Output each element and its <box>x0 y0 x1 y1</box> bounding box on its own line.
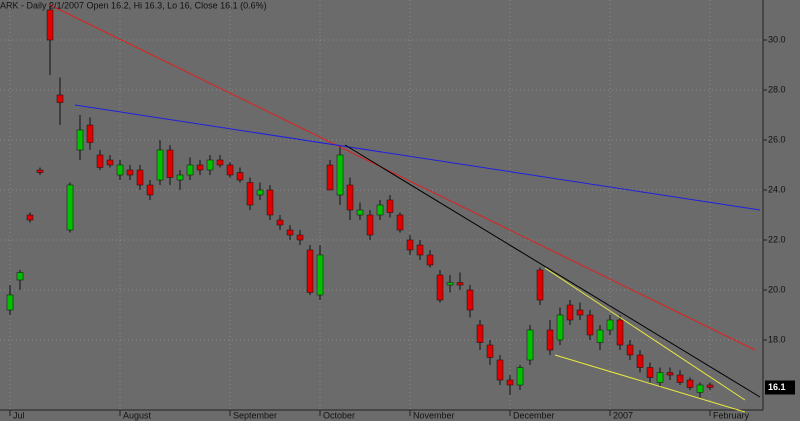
candle-body <box>566 304 574 321</box>
candle-body <box>616 319 624 346</box>
x-tick-label: August <box>123 410 152 420</box>
candle-body <box>146 184 154 196</box>
trendline <box>74 104 761 211</box>
x-tick-label: 2007 <box>613 410 633 420</box>
y-tick-label: 18.0 <box>768 334 786 344</box>
candle-body <box>326 164 334 191</box>
chart-title: ARK - Daily 2/1/2007 Open 16.2, Hi 16.3,… <box>0 0 267 10</box>
candle-body <box>476 324 484 343</box>
candle-body <box>496 359 504 381</box>
candle-body <box>526 329 534 361</box>
y-tick-label: 26.0 <box>768 134 786 144</box>
candle-body <box>696 384 704 393</box>
candle-body <box>246 182 254 206</box>
candle-body <box>576 309 584 316</box>
candle-body <box>626 344 634 356</box>
candle-body <box>196 164 204 171</box>
candle-body <box>346 184 354 211</box>
candle-body <box>656 372 664 383</box>
x-tick-label: December <box>513 410 555 420</box>
candle-body <box>356 209 364 216</box>
candle-body <box>406 239 414 251</box>
candle-body <box>376 204 384 216</box>
candle-body <box>546 329 554 351</box>
trendlines <box>49 4 761 413</box>
trendline <box>554 354 746 413</box>
y-tick-label: 20.0 <box>768 284 786 294</box>
y-tick-label: 24.0 <box>768 184 786 194</box>
y-tick-label: 30.0 <box>768 34 786 44</box>
candle-body <box>116 164 124 176</box>
candle-body <box>306 249 314 293</box>
candle-body <box>56 94 64 103</box>
candle-body <box>556 314 564 341</box>
x-tick-label: Jul <box>13 410 25 420</box>
candle-body <box>606 319 614 331</box>
x-tick-label: February <box>713 410 750 420</box>
candle-body <box>486 344 494 358</box>
candle-body <box>286 229 294 236</box>
grid <box>0 0 763 410</box>
candle-body <box>236 172 244 181</box>
y-tick-label: 22.0 <box>768 234 786 244</box>
candle-body <box>126 169 134 176</box>
candle-body <box>416 244 424 256</box>
y-tick-label: 28.0 <box>768 84 786 94</box>
candle-body <box>506 379 514 386</box>
candle-body <box>366 214 374 236</box>
candle-body <box>6 294 14 311</box>
candle-body <box>456 282 464 286</box>
candle-body <box>256 189 264 196</box>
candle-body <box>706 384 714 388</box>
candle-body <box>166 149 174 178</box>
trendline <box>544 267 746 401</box>
candle-body <box>586 314 594 336</box>
candle-body <box>276 219 284 226</box>
candle-body <box>16 272 24 281</box>
candle-body <box>386 199 394 213</box>
candle-body <box>96 154 104 168</box>
candle-body <box>436 274 444 301</box>
candle-body <box>466 289 474 311</box>
x-tick-label: October <box>323 410 355 420</box>
candle-body <box>296 234 304 241</box>
candle-body <box>86 124 94 143</box>
candle-body <box>536 269 544 301</box>
trendline <box>49 4 756 351</box>
candle-body <box>516 367 524 386</box>
candle-body <box>666 372 674 376</box>
candle-body <box>426 254 434 266</box>
x-tick-label: September <box>233 410 277 420</box>
candles <box>6 2 714 398</box>
candle-body <box>106 159 114 166</box>
candle-body <box>206 159 214 171</box>
last-price-label: 16.1 <box>768 382 786 392</box>
candle-body <box>336 154 344 196</box>
trendline <box>344 144 761 398</box>
x-tick-label: November <box>413 410 455 420</box>
candle-body <box>36 169 44 173</box>
candle-body <box>266 189 274 216</box>
candle-body <box>316 254 324 296</box>
candle-body <box>136 169 144 186</box>
last-price-box <box>765 380 795 395</box>
candle-body <box>216 159 224 166</box>
candle-body <box>686 379 694 388</box>
candle-body <box>396 214 404 231</box>
candle-body <box>596 329 604 343</box>
candle-body <box>66 184 74 231</box>
candle-body <box>46 9 54 41</box>
candle-body <box>446 282 454 286</box>
candle-body <box>176 174 184 181</box>
candle-body <box>226 164 234 176</box>
candle-body <box>76 129 84 151</box>
candle-body <box>26 214 34 221</box>
candle-body <box>676 374 684 383</box>
candle-body <box>186 164 194 176</box>
candle-body <box>636 354 644 368</box>
candle-body <box>646 367 654 378</box>
candle-body <box>156 149 164 181</box>
